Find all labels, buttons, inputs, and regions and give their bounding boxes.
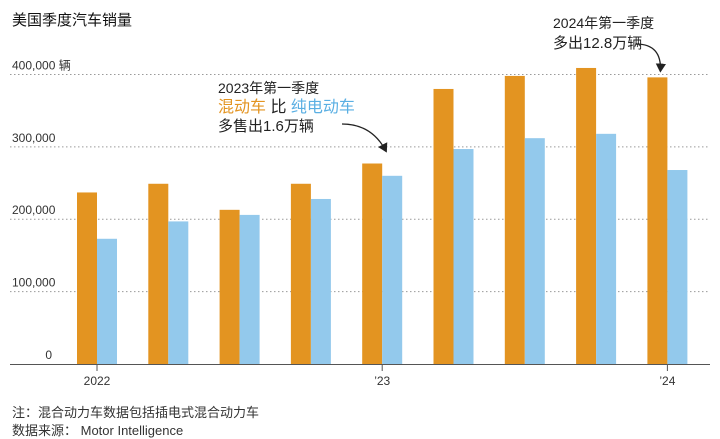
bars bbox=[77, 67, 688, 364]
annotation-hybrid-label: 混动车 bbox=[218, 98, 266, 116]
bar-ev bbox=[97, 238, 117, 364]
bar-hybrid bbox=[647, 77, 668, 364]
bar-hybrid bbox=[362, 163, 383, 364]
bar-ev bbox=[310, 198, 331, 364]
annotation-2024-arrow bbox=[635, 43, 667, 73]
bar-ev bbox=[667, 170, 688, 364]
bar-hybrid bbox=[504, 75, 525, 364]
bar-hybrid bbox=[77, 192, 97, 364]
y-tick-label: 0 bbox=[45, 348, 52, 362]
bar-ev bbox=[524, 138, 545, 364]
chart-title: 美国季度汽车销量 bbox=[12, 12, 133, 29]
bar-hybrid bbox=[290, 183, 311, 364]
y-tick-label: 400,000 辆 bbox=[12, 58, 71, 72]
gridlines bbox=[10, 73, 710, 293]
axes: 0 100,000 200,000 300,000 400,000 辆 2022 ’23 ’2… bbox=[10, 58, 710, 388]
bar-hybrid bbox=[148, 183, 169, 364]
bar-chart: 0 100,000 200,000 300,000 400,000 辆 2022 ’23 ’2… bbox=[10, 15, 710, 388]
annotation-vs-label: 比 bbox=[266, 98, 291, 116]
bar-hybrid bbox=[576, 67, 597, 364]
footnote: 注：混合动力车数据包括插电式混合动力车 bbox=[12, 405, 260, 420]
annotation-2023-line3: 多售出1.6万辆 bbox=[218, 118, 314, 135]
y-tick-label: 300,000 bbox=[12, 131, 56, 145]
bar-ev bbox=[239, 214, 260, 364]
annotation-2024-line1: 2024年第一季度 bbox=[553, 15, 654, 31]
y-tick-label: 100,000 bbox=[12, 276, 56, 290]
source-note: 数据来源： Motor Intelligence bbox=[12, 423, 184, 438]
annotation-ev-label: 纯电动车 bbox=[291, 98, 355, 116]
bar-ev bbox=[382, 175, 403, 364]
annotation-2024-line2: 多出12.8万辆 bbox=[553, 35, 642, 52]
x-tick-label: ’23 bbox=[374, 374, 390, 388]
x-tick-label: ’24 bbox=[659, 374, 675, 388]
y-tick-label: 200,000 bbox=[12, 203, 56, 217]
annotation-2023-arrow bbox=[341, 123, 388, 153]
bar-hybrid bbox=[433, 88, 454, 364]
bar-ev bbox=[596, 133, 617, 364]
bar-ev bbox=[453, 149, 474, 364]
bar-ev bbox=[168, 221, 189, 364]
annotation-2023-line2: 混动车 比 纯电动车 bbox=[218, 98, 355, 116]
bar-hybrid bbox=[219, 209, 240, 364]
annotation-2023-line1: 2023年第一季度 bbox=[218, 80, 319, 96]
x-tick-label: 2022 bbox=[84, 374, 111, 388]
